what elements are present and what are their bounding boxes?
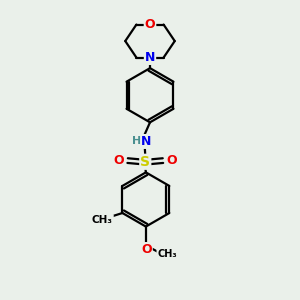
Text: H: H bbox=[132, 136, 142, 146]
Text: N: N bbox=[145, 51, 155, 64]
Text: O: O bbox=[167, 154, 177, 167]
Text: O: O bbox=[141, 243, 152, 256]
Text: N: N bbox=[141, 135, 152, 148]
Text: O: O bbox=[145, 18, 155, 31]
Text: CH₃: CH₃ bbox=[92, 215, 113, 225]
Text: CH₃: CH₃ bbox=[157, 249, 177, 259]
Text: S: S bbox=[140, 155, 150, 169]
Text: O: O bbox=[113, 154, 124, 167]
